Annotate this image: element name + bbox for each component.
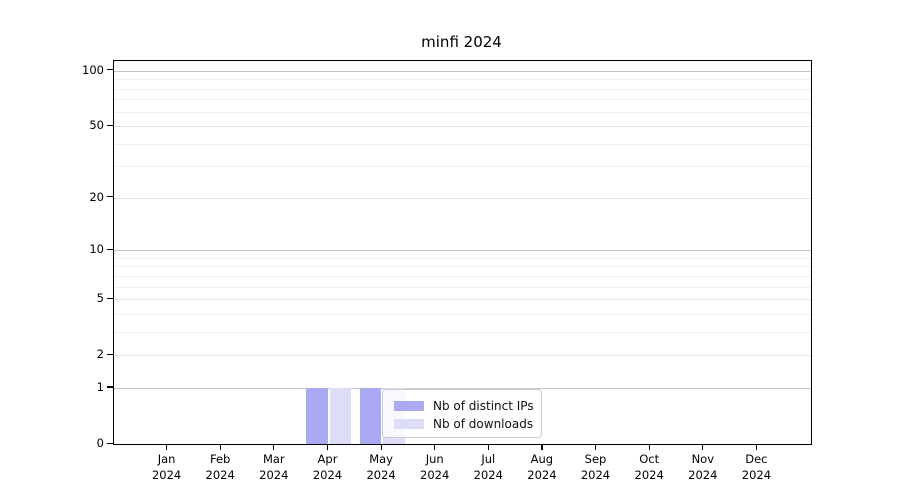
x-label-month: Aug (530, 452, 554, 466)
gridline-y-2 (114, 355, 811, 357)
x-label-year: 2024 (366, 468, 396, 482)
x-label-month: Sep (584, 452, 607, 466)
x-label-month: Mar (262, 452, 285, 466)
x-label-year: 2024 (312, 468, 343, 482)
x-tick-label-sep: Sep 2024 (564, 451, 628, 483)
x-label-month: Apr (317, 452, 338, 466)
x-tick-label-may: May 2024 (349, 451, 413, 483)
x-label-year: 2024 (205, 468, 235, 482)
x-label-year: 2024 (473, 468, 503, 482)
gridline-y-50 (114, 126, 811, 127)
gridline-y-100 (114, 70, 811, 72)
x-label-year: 2024 (580, 468, 611, 482)
y-tick-2 (107, 353, 113, 355)
gridline-y-40 (114, 143, 811, 145)
y-tick-label-20: 20 (89, 189, 104, 204)
x-label-month: Nov (691, 452, 715, 466)
x-tick-label-dec: Dec 2024 (724, 451, 788, 483)
x-label-month: Jan (157, 452, 176, 466)
x-label-year: 2024 (688, 468, 718, 482)
x-label-year: 2024 (634, 468, 664, 482)
legend-item-distinct-ips: Nb of distinct IPs (394, 397, 534, 415)
gridline-y-10 (114, 250, 811, 251)
x-tick-label-apr: Apr 2024 (296, 451, 360, 483)
x-tick-label-oct: Oct 2024 (617, 451, 681, 483)
x-tick-label-jul: Jul 2024 (456, 451, 520, 483)
legend-item-downloads: Nb of downloads (394, 415, 533, 433)
x-label-year: 2024 (420, 468, 450, 482)
bar-downloads-apr (329, 387, 351, 444)
gridline-y-7 (114, 275, 811, 277)
x-label-year: 2024 (527, 468, 557, 482)
x-label-year: 2024 (741, 468, 772, 482)
y-tick-10 (107, 248, 113, 250)
x-tick-label-aug: Aug 2024 (510, 451, 574, 483)
x-label-month: May (369, 452, 393, 466)
x-tick-oct (648, 444, 650, 451)
y-tick-label-100: 100 (82, 62, 104, 77)
x-tick-label-mar: Mar 2024 (242, 451, 306, 483)
bar-ips-apr (306, 387, 328, 444)
y-tick-5 (107, 297, 113, 299)
x-tick-dec (755, 444, 758, 451)
y-tick-label-5: 5 (96, 291, 104, 306)
x-tick-apr (326, 444, 329, 451)
gridline-y-8 (114, 266, 811, 268)
legend-swatch-downloads (394, 419, 424, 429)
gridline-y-70 (114, 99, 811, 101)
x-tick-label-jun: Jun 2024 (403, 451, 467, 483)
y-tick-label-50: 50 (89, 118, 104, 132)
x-tick-aug (541, 444, 543, 451)
x-tick-sep (594, 444, 597, 451)
y-tick-label-10: 10 (89, 242, 104, 256)
y-tick-100 (107, 69, 113, 71)
x-tick-jul (487, 444, 489, 451)
gridline-y-60 (114, 111, 811, 113)
gridline-y-30 (114, 166, 811, 168)
x-tick-label-jan: Jan 2024 (135, 451, 199, 483)
gridline-y-6 (114, 286, 811, 288)
legend-label: Nb of distinct IPs (433, 399, 534, 413)
gridline-y-3 (114, 331, 811, 333)
x-label-year: 2024 (259, 468, 289, 482)
x-label-month: Feb (210, 452, 231, 466)
x-tick-feb (219, 444, 221, 451)
x-tick-mar (273, 444, 275, 451)
y-tick-0 (107, 442, 113, 444)
gridline-y-1 (114, 387, 811, 389)
y-tick-label-0: 0 (96, 436, 104, 450)
x-tick-label-nov: Nov 2024 (671, 451, 735, 483)
x-tick-nov (702, 444, 704, 451)
legend-swatch-distinct-ips (394, 401, 424, 411)
y-tick-20 (107, 196, 113, 198)
y-tick-label-2: 2 (96, 347, 104, 362)
x-label-year: 2024 (151, 468, 182, 482)
gridline-y-80 (114, 88, 811, 90)
y-tick-50 (107, 124, 113, 126)
chart-title: minfi 2024 (421, 33, 502, 51)
legend: Nb of distinct IPs Nb of downloads (382, 389, 542, 438)
gridline-y-5 (114, 299, 811, 301)
x-tick-jun (434, 444, 436, 451)
legend-label: Nb of downloads (433, 417, 534, 431)
x-tick-label-feb: Feb 2024 (188, 451, 252, 483)
x-tick-jan (166, 444, 168, 451)
plot-area (113, 60, 812, 445)
x-label-month: Dec (745, 452, 768, 466)
x-label-month: Oct (639, 452, 660, 466)
x-label-month: Jun (425, 452, 444, 466)
y-tick-label-1: 1 (96, 379, 104, 394)
y-tick-1 (107, 386, 113, 388)
x-tick-may (380, 444, 382, 451)
bar-ips-may (359, 387, 382, 444)
gridline-y-9 (114, 257, 811, 259)
gridline-y-90 (114, 79, 811, 81)
x-label-month: Jul (481, 452, 496, 466)
gridline-y-20 (114, 197, 811, 199)
gridline-y-4 (114, 313, 811, 315)
